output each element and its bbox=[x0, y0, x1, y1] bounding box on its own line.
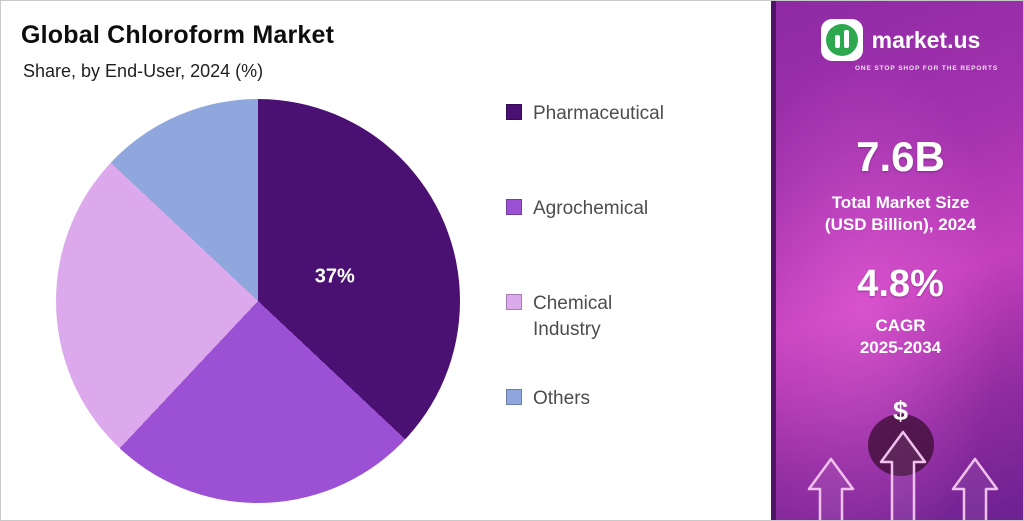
legend-item-agrochemical: Agrochemical bbox=[506, 196, 648, 222]
pie-chart: 37% bbox=[56, 99, 460, 503]
chart-subtitle: Share, by End-User, 2024 (%) bbox=[23, 61, 264, 81]
page-title: Global Chloroform Market bbox=[21, 21, 335, 49]
dollar-block: $ bbox=[776, 396, 1023, 476]
pie-data-label: 37% bbox=[314, 265, 355, 288]
growth-arrows-icon bbox=[807, 430, 999, 520]
brand-name: market.us bbox=[871, 26, 981, 53]
market-size-label: Total Market Size (USD Billion), 2024 bbox=[824, 193, 977, 235]
legend-item-chemical-industry: Chemical Industry bbox=[506, 291, 653, 342]
legend-swatch-pharmaceutical bbox=[506, 104, 522, 120]
dark-circle-decoration bbox=[868, 414, 934, 476]
chart-legend: Pharmaceutical Agrochemical Chemical Ind… bbox=[506, 101, 696, 441]
legend-swatch-agrochemical bbox=[506, 199, 522, 215]
legend-swatch-chemical-industry bbox=[506, 294, 522, 310]
market-us-logo-icon bbox=[820, 19, 863, 61]
brand-tagline: ONE STOP SHOP FOR THE REPORTS bbox=[854, 65, 999, 72]
legend-label: Agrochemical bbox=[533, 198, 649, 219]
market-size-value: 7.6B bbox=[856, 133, 945, 180]
legend-item-pharmaceutical: Pharmaceutical bbox=[506, 101, 664, 127]
brand-header: market.us ONE STOP SHOP FOR THE REPORTS bbox=[776, 19, 1023, 72]
legend-label: Chemical Industry bbox=[533, 293, 613, 340]
legend-item-others: Others bbox=[506, 386, 590, 412]
legend-swatch-others bbox=[506, 389, 522, 405]
cagr-label: CAGR 2025-2034 bbox=[859, 315, 942, 357]
dollar-icon: $ bbox=[892, 396, 909, 426]
legend-label: Pharmaceutical bbox=[533, 103, 664, 124]
chart-area: Global Chloroform Market Share, by End-U… bbox=[1, 1, 771, 520]
brand-panel: market.us ONE STOP SHOP FOR THE REPORTS … bbox=[771, 1, 1023, 520]
cagr-value: 4.8% bbox=[857, 262, 944, 305]
stats-block: 7.6B Total Market Size (USD Billion), 20… bbox=[776, 133, 1023, 359]
brand-logo: market.us bbox=[820, 19, 981, 61]
legend-label: Others bbox=[533, 388, 591, 409]
